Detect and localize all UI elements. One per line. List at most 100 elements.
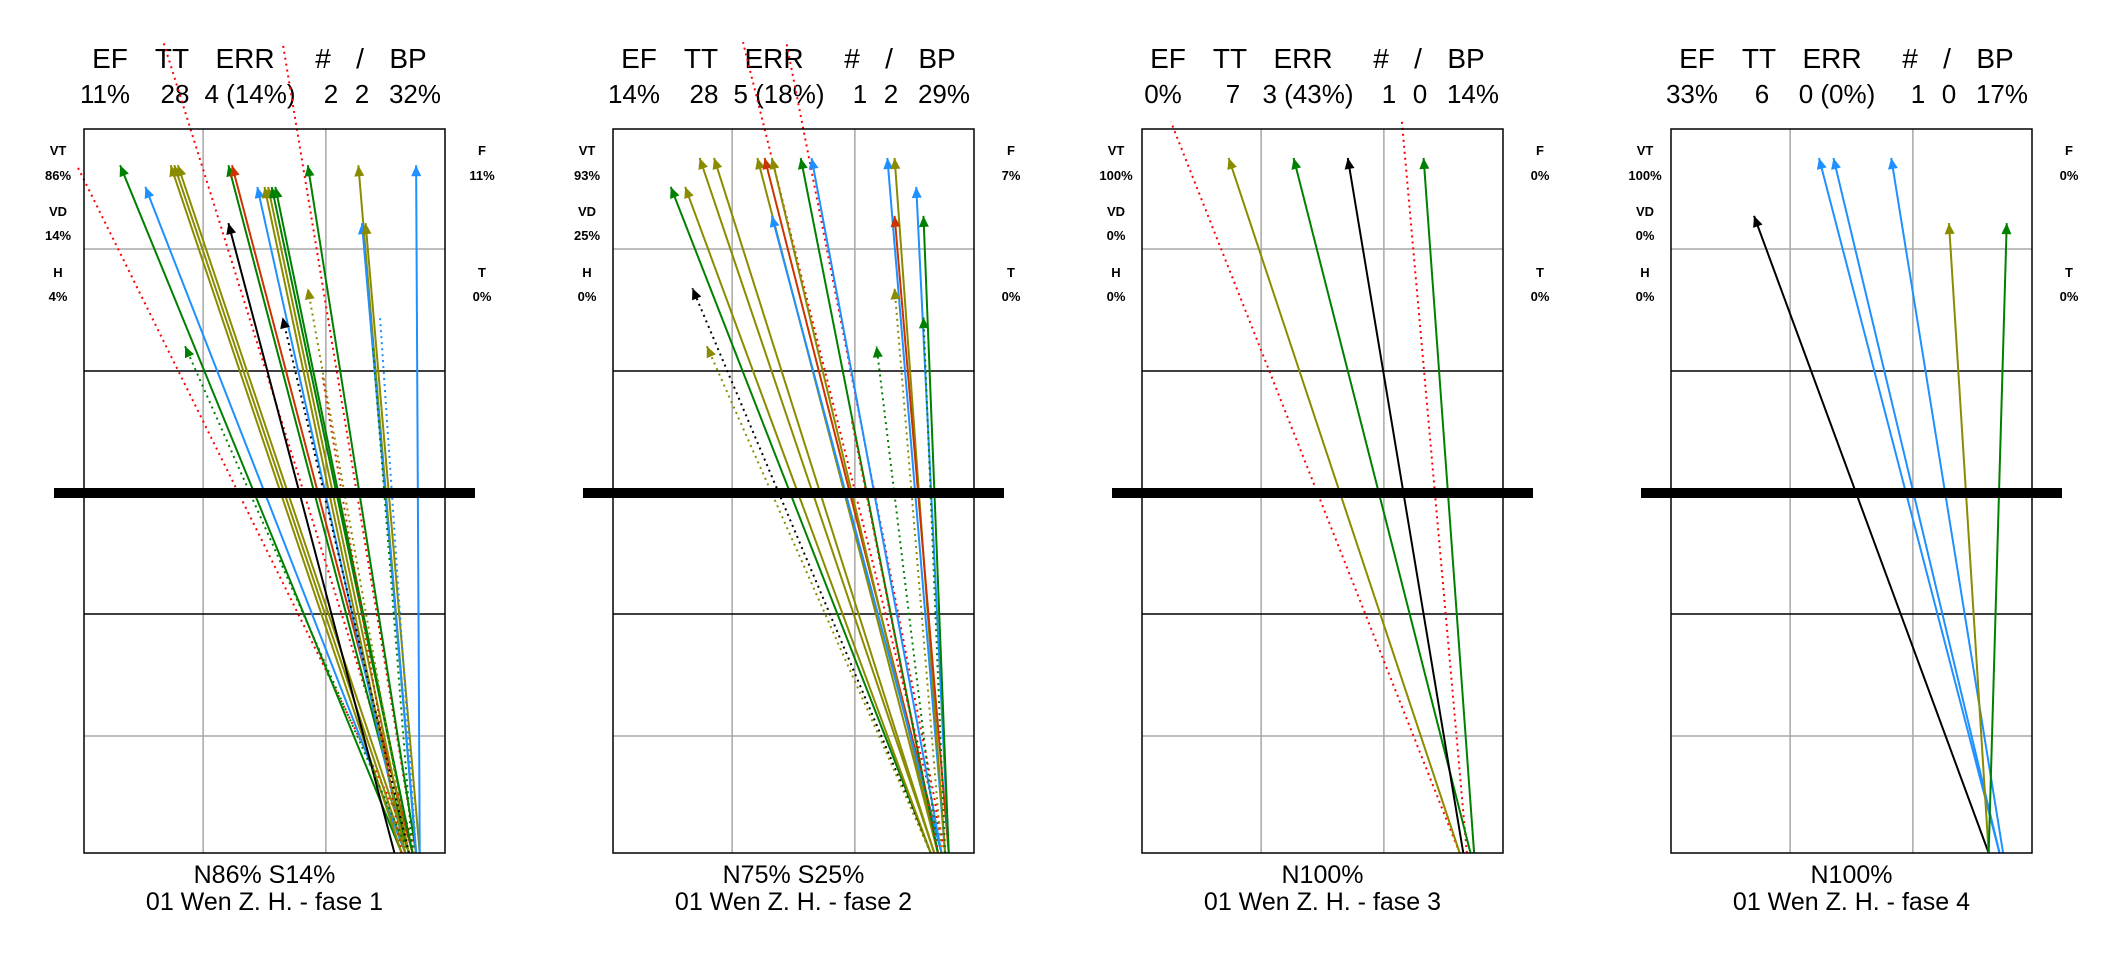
shot-arrow-line xyxy=(893,288,943,854)
shot-arrow-line xyxy=(267,186,410,854)
shot-arrow-head xyxy=(354,165,365,177)
shot-arrow-head xyxy=(1227,157,1237,170)
header-value: 28 xyxy=(161,79,190,109)
shot-arrow-line xyxy=(875,346,939,854)
shot-arrow-head xyxy=(229,165,240,178)
left-stat-label: VT xyxy=(1637,143,1654,158)
panel-1: EF TT ERR # / BP 11% 28 4 (14%) 2 2 32% VT 86% VD 14% H 4… xyxy=(45,41,495,916)
right-stat-value: 0% xyxy=(2060,168,2079,183)
left-stat-value: 100% xyxy=(1099,168,1133,183)
header-value: 28 xyxy=(690,79,719,109)
header-label: EF xyxy=(1679,43,1715,74)
left-stat-value: 100% xyxy=(1628,168,1662,183)
header-label: ERR xyxy=(215,43,274,74)
header-value: 4 (14%) xyxy=(204,79,295,109)
left-stat-label: H xyxy=(53,265,62,280)
shot-arrow-line xyxy=(227,222,396,854)
header-label: TT xyxy=(155,43,189,74)
header-label: ERR xyxy=(1802,43,1861,74)
left-stat-label: VT xyxy=(50,143,67,158)
shot-arrow-line xyxy=(1227,157,1461,854)
shot-arrow-line xyxy=(691,287,932,854)
shot-arrow-head xyxy=(280,317,290,330)
shot-arrow-line xyxy=(1753,215,1990,854)
shot-arrow-line xyxy=(1947,223,1990,854)
header-value: 0% xyxy=(1144,79,1182,109)
header-value: 29% xyxy=(918,79,970,109)
panel-2: EF TT ERR # / BP 14% 28 5 (18%) 1 2 29% VT 93% VD 25% H 0… xyxy=(574,41,1021,916)
header-value: 17% xyxy=(1976,79,2028,109)
shot-arrow-head xyxy=(670,186,680,199)
header-label: # xyxy=(844,43,860,74)
net-divider xyxy=(54,488,475,498)
shot-arrow-line xyxy=(364,223,421,854)
header-value: 1 xyxy=(1382,79,1396,109)
header-value: 32% xyxy=(389,79,441,109)
shot-arrow-line xyxy=(669,186,932,854)
shot-arrow-head xyxy=(1419,157,1430,170)
header-value: 1 xyxy=(853,79,867,109)
header-value: 2 xyxy=(884,79,898,109)
shot-arrow-head xyxy=(1344,157,1355,170)
header-value: 3 (43%) xyxy=(1262,79,1353,109)
shot-arrow-head xyxy=(918,317,929,329)
left-stat-label: VD xyxy=(49,204,67,219)
shot-arrow-head xyxy=(797,157,808,170)
shot-arrow-line xyxy=(850,418,939,854)
shot-arrow-line xyxy=(1890,157,2005,854)
right-stat-label: T xyxy=(1536,265,1544,280)
shot-arrow-head xyxy=(883,157,894,170)
header-label: BP xyxy=(918,43,955,74)
header-value: 2 xyxy=(355,79,369,109)
shot-arrow-head xyxy=(304,288,315,300)
shot-arrow-head xyxy=(706,346,716,359)
shot-arrow-head xyxy=(1944,223,1955,235)
left-stat-label: H xyxy=(1111,265,1120,280)
header-value: 0 (0%) xyxy=(1799,79,1876,109)
shot-arrow-line xyxy=(1422,157,1476,854)
header-label: / xyxy=(1414,43,1422,74)
shot-arrow-head xyxy=(692,288,702,301)
shot-arrow-line xyxy=(306,165,418,854)
left-stat-label: VT xyxy=(579,143,596,158)
left-stat-value: 25% xyxy=(574,228,600,243)
shot-arrow-head xyxy=(144,186,155,199)
shot-arrow-head xyxy=(1831,157,1841,170)
shot-arrow-head xyxy=(762,157,773,170)
shot-arrow-head xyxy=(769,215,780,228)
shot-arrow-line xyxy=(886,157,947,854)
header-label: # xyxy=(1373,43,1389,74)
header-label: # xyxy=(315,43,331,74)
direction-stat: N86% S14% xyxy=(194,861,336,889)
panel-title: 01 Wen Z. H. - fase 3 xyxy=(1204,888,1441,916)
shot-arrow-line xyxy=(1832,157,2001,854)
shot-arrow-head xyxy=(872,346,883,358)
shot-arrow-head xyxy=(918,215,929,228)
shot-arrow-line xyxy=(810,157,943,854)
left-stat-value: 0% xyxy=(578,289,597,304)
right-stat-label: F xyxy=(1536,143,1544,158)
header-label: TT xyxy=(1213,43,1247,74)
panel-3: EF TT ERR # / BP 0% 7 3 (43%) 1 0 14% VT 100% VD 0% H 0% F… xyxy=(1099,43,1549,916)
header-value: 1 xyxy=(1911,79,1925,109)
shot-arrow-line xyxy=(144,186,407,854)
panel-title: 01 Wen Z. H. - fase 1 xyxy=(146,888,383,916)
right-stat-value: 0% xyxy=(1002,289,1021,304)
shot-arrow-line xyxy=(1987,223,2008,854)
shot-arrow-line xyxy=(281,41,418,854)
shot-arrow-head xyxy=(911,186,922,199)
shot-arrow-line xyxy=(1346,157,1465,854)
header-value: 5 (18%) xyxy=(733,79,824,109)
shot-arrow-line xyxy=(763,157,943,854)
shot-arrow-head xyxy=(1888,157,1898,170)
header-label: BP xyxy=(389,43,426,74)
header-label: / xyxy=(885,43,893,74)
shot-arrow-head xyxy=(411,165,422,177)
shot-arrow-line xyxy=(231,164,414,854)
shot-arrow-head xyxy=(808,157,819,170)
header-value: 14% xyxy=(608,79,660,109)
right-stat-label: T xyxy=(1007,265,1015,280)
shot-arrow-line xyxy=(893,215,950,854)
header-value: 14% xyxy=(1447,79,1499,109)
left-stat-label: VD xyxy=(1107,204,1125,219)
